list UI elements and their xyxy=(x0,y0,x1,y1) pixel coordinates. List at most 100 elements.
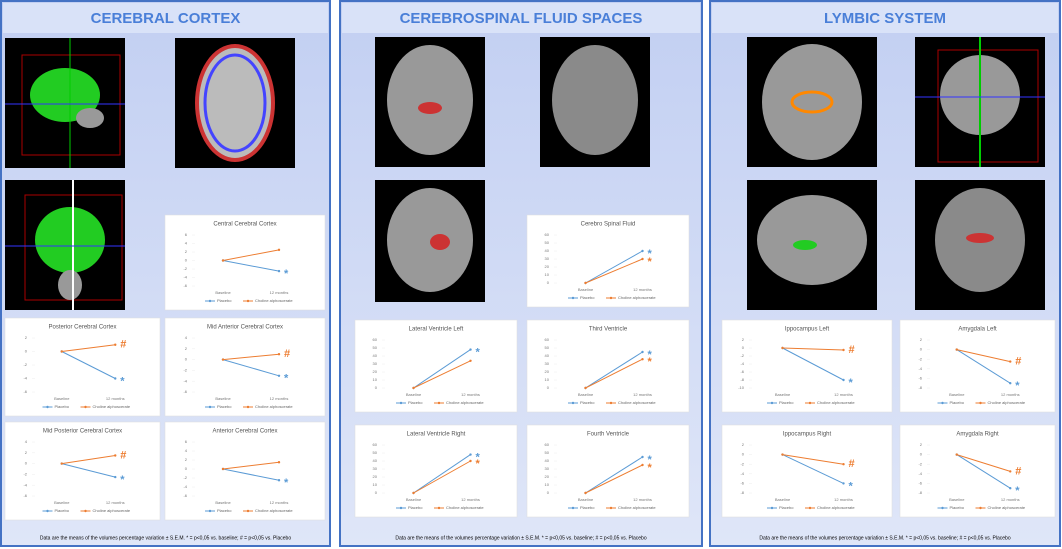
y-tick-label: 4 xyxy=(185,335,188,340)
legend-label: Choline alphoscerate xyxy=(446,505,484,510)
chart-background xyxy=(4,317,161,417)
data-point xyxy=(584,491,587,495)
data-point xyxy=(114,377,117,380)
y-tick-label: -2 xyxy=(23,471,27,476)
y-tick-label: -8 xyxy=(740,377,744,382)
brain xyxy=(762,44,862,160)
data-point xyxy=(221,467,225,471)
x-tick-label: Baseline xyxy=(578,497,594,502)
series-line xyxy=(413,360,471,389)
legend-marker xyxy=(609,506,613,510)
significance-mark: * xyxy=(284,373,289,385)
legend-marker xyxy=(399,506,403,510)
legend-marker xyxy=(208,405,212,409)
ventricles xyxy=(430,234,450,250)
x-tick-label: 12 months xyxy=(461,497,480,502)
y-tick-label: 10 xyxy=(545,482,550,487)
mri-images xyxy=(5,37,1045,310)
significance-mark: * xyxy=(648,454,653,466)
y-tick-label: 10 xyxy=(373,377,378,382)
series-line xyxy=(61,463,116,478)
legend-label: Placebo xyxy=(408,400,423,405)
legend-marker xyxy=(571,506,575,510)
significance-mark: * xyxy=(120,474,125,486)
y-tick-label: 2 xyxy=(920,442,923,447)
footnote: Data are the means of the volumes percen… xyxy=(395,535,646,541)
y-tick-label: 0 xyxy=(742,345,745,350)
y-tick-label: 30 xyxy=(373,466,378,471)
series-line xyxy=(585,258,643,284)
frame xyxy=(21,54,121,156)
legend-label: Choline alphoscerate xyxy=(255,298,293,303)
y-tick-label: 4 xyxy=(185,241,188,246)
significance-mark: # xyxy=(120,339,126,351)
data-point xyxy=(469,348,472,351)
y-tick-label: -2 xyxy=(183,475,187,480)
contour xyxy=(203,53,267,153)
chart: Posterior Cerebral Cortex -6 -4 -2 0 2 Baselin… xyxy=(4,317,161,417)
significance-mark: # xyxy=(1015,465,1021,477)
x-tick-label: 12 months xyxy=(633,497,652,502)
y-tick-label: -2 xyxy=(183,367,187,372)
y-tick-label: 30 xyxy=(545,256,550,261)
series-line xyxy=(413,454,471,494)
x-tick-label: 12 months xyxy=(106,396,125,401)
chart: Central Cerebral Cortex -6 -4 -2 0 2 4 6 Baselin… xyxy=(164,214,326,311)
y-tick-label: 50 xyxy=(545,240,550,245)
x-tick-label: Baseline xyxy=(406,392,422,397)
y-tick-label: 0 xyxy=(25,349,28,354)
y-tick-label: 10 xyxy=(373,482,378,487)
x-tick-label: 12 months xyxy=(633,287,652,292)
significance-mark: * xyxy=(1015,380,1020,392)
y-tick-label: 40 xyxy=(545,248,550,253)
brain xyxy=(387,188,473,292)
chart: Amygdala Right -8 -6 -4 -2 0 2 Baseline 12 month… xyxy=(899,424,1056,518)
legend-label: Placebo xyxy=(950,400,965,405)
data-point xyxy=(584,281,587,285)
legend-marker xyxy=(208,509,212,513)
legend-label: Choline alphoscerate xyxy=(255,508,293,513)
chart-title: Cerebro Spinal Fluid xyxy=(581,222,636,228)
y-tick-label: -6 xyxy=(183,283,187,288)
x-tick-label: 12 months xyxy=(834,497,853,502)
legend-marker xyxy=(46,405,49,409)
x-tick-label: Baseline xyxy=(578,392,594,397)
y-tick-label: -6 xyxy=(740,480,744,485)
data-point xyxy=(781,453,784,456)
legend-label: Choline alphoscerate xyxy=(618,400,656,405)
x-tick-label: 12 months xyxy=(1001,392,1020,397)
chart: Amygdala Left -8 -6 -4 -2 0 2 Baseline 12 months… xyxy=(899,319,1056,413)
x-tick-label: 12 months xyxy=(633,392,652,397)
legend-marker xyxy=(246,405,250,409)
y-tick-label: -6 xyxy=(183,389,187,394)
brain xyxy=(552,45,638,155)
chart-title: Mid Posterior Cerebral Cortex xyxy=(43,429,122,435)
data-point xyxy=(412,386,415,390)
legend-label: Placebo xyxy=(580,295,595,300)
legend-marker xyxy=(437,506,441,510)
chart-title: Mid Anterior Cerebral Cortex xyxy=(207,325,283,331)
y-tick-label: 2 xyxy=(25,335,28,340)
legend-label: Placebo xyxy=(408,505,423,510)
data-point xyxy=(641,249,644,253)
y-tick-label: 60 xyxy=(373,442,378,447)
y-tick-label: -4 xyxy=(183,378,187,383)
legend-marker xyxy=(609,401,613,405)
data-point xyxy=(221,259,225,262)
x-tick-label: 12 months xyxy=(106,500,125,505)
legend-label: Choline alphoscerate xyxy=(93,508,131,513)
legend-marker xyxy=(979,401,982,405)
chart: Ippocampus Right -8 -6 -4 -2 0 2 Baseline 12 mon… xyxy=(721,424,893,518)
data-point xyxy=(641,463,644,467)
data-point xyxy=(842,482,845,485)
y-tick-label: 0 xyxy=(547,280,550,285)
legend-label: Placebo xyxy=(217,404,232,409)
brain xyxy=(195,44,275,162)
legend-marker xyxy=(808,506,812,510)
data-point xyxy=(277,269,281,273)
y-tick-label: -4 xyxy=(183,484,187,489)
y-tick-label: 2 xyxy=(25,450,28,455)
legend-label: Placebo xyxy=(55,404,70,409)
y-tick-label: 10 xyxy=(545,377,550,382)
